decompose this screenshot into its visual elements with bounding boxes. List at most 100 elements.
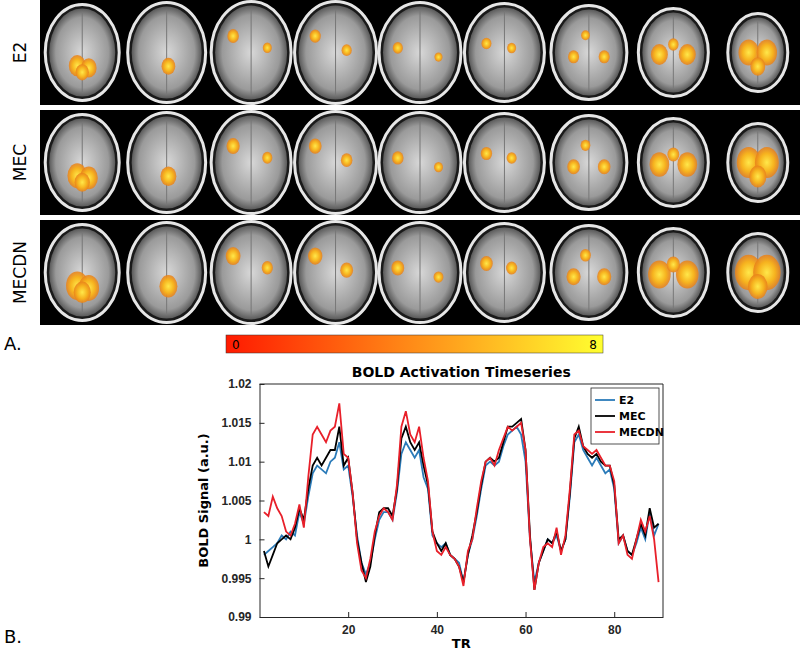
midline bbox=[251, 120, 252, 206]
tick: 1.015 bbox=[221, 416, 264, 430]
midline bbox=[588, 234, 589, 312]
activation-blob bbox=[677, 152, 697, 176]
activation-blob bbox=[507, 43, 516, 53]
tick-label: 1.015 bbox=[221, 416, 251, 430]
tick-label: 1.005 bbox=[221, 494, 251, 508]
midline bbox=[166, 11, 167, 95]
tick: 1.005 bbox=[221, 494, 264, 508]
skull bbox=[295, 222, 377, 324]
tick-label: 1.02 bbox=[228, 377, 252, 391]
brain bbox=[383, 227, 457, 319]
brain bbox=[732, 128, 784, 198]
activation-blob bbox=[599, 50, 610, 63]
axis-line bbox=[260, 617, 664, 618]
skull bbox=[464, 224, 544, 322]
midline bbox=[82, 13, 83, 93]
skull bbox=[638, 9, 708, 97]
brain-slice bbox=[128, 223, 206, 323]
activation-blob bbox=[263, 43, 272, 54]
series-line bbox=[264, 427, 659, 582]
activation-blob bbox=[162, 58, 176, 75]
brain-slice bbox=[728, 124, 788, 202]
brain bbox=[732, 238, 784, 308]
skull bbox=[638, 229, 708, 317]
plot-area bbox=[260, 384, 664, 617]
brain-slice bbox=[638, 9, 708, 97]
tick: 0.995 bbox=[221, 572, 264, 586]
activation-blob bbox=[227, 138, 240, 154]
activation-blob bbox=[566, 268, 580, 285]
brain bbox=[468, 118, 540, 208]
x-axis: 20406080 bbox=[260, 612, 664, 637]
skull bbox=[45, 5, 119, 101]
activation-blob bbox=[160, 166, 176, 186]
brain bbox=[642, 233, 704, 313]
brain bbox=[555, 10, 623, 96]
skull bbox=[45, 115, 119, 211]
tick-mark bbox=[260, 462, 265, 463]
brain-slice bbox=[551, 116, 627, 210]
midline bbox=[420, 231, 421, 315]
activation-blob bbox=[434, 162, 443, 172]
brain-slice bbox=[45, 225, 119, 321]
legend-swatch bbox=[595, 399, 615, 401]
activation-blob bbox=[262, 152, 272, 164]
figure: E2MECMECDNA.08204060800.990.99511.0051.0… bbox=[0, 0, 800, 652]
brain bbox=[132, 7, 202, 99]
tick: 1.01 bbox=[228, 455, 264, 469]
activation-blob bbox=[649, 152, 669, 176]
brain-slice bbox=[464, 4, 544, 102]
activation-blob bbox=[74, 282, 91, 304]
brain bbox=[49, 229, 115, 317]
slice-row-background bbox=[40, 0, 800, 105]
row-label: MECDN bbox=[10, 241, 30, 304]
activation-blob bbox=[507, 152, 517, 164]
brain-slice bbox=[45, 5, 119, 101]
skull bbox=[211, 222, 291, 324]
tick-mark bbox=[526, 612, 527, 617]
tick-label: 40 bbox=[431, 623, 445, 637]
tick: 80 bbox=[608, 612, 622, 637]
midline bbox=[504, 232, 505, 314]
brain bbox=[215, 226, 287, 320]
brain bbox=[299, 226, 373, 320]
skull bbox=[128, 3, 206, 103]
skull bbox=[551, 116, 627, 210]
brain bbox=[642, 13, 704, 93]
legend-label: E2 bbox=[619, 394, 634, 407]
activation-blob bbox=[598, 159, 611, 174]
legend-swatch bbox=[595, 431, 615, 433]
brain-slice bbox=[295, 2, 377, 104]
tick-label: 20 bbox=[342, 623, 356, 637]
activation-blob bbox=[480, 256, 493, 271]
midline bbox=[588, 124, 589, 202]
brain bbox=[132, 227, 202, 319]
skull bbox=[128, 223, 206, 323]
skull bbox=[464, 114, 544, 212]
activation-blob bbox=[651, 44, 668, 65]
x-axis-title: TR bbox=[452, 636, 471, 651]
brain-slice bbox=[379, 113, 461, 213]
brain bbox=[468, 8, 540, 98]
slice-row-background bbox=[40, 220, 800, 325]
brain bbox=[132, 117, 202, 209]
activation-blob bbox=[309, 138, 322, 153]
legend: E2MECMECDN bbox=[591, 388, 664, 444]
tick-mark bbox=[260, 501, 265, 502]
midline bbox=[673, 127, 674, 199]
tick-label: 1 bbox=[245, 533, 252, 547]
activation-blob bbox=[667, 257, 680, 273]
brain-slice bbox=[464, 114, 544, 212]
activation-blob bbox=[342, 44, 352, 56]
tick: 0.99 bbox=[228, 610, 264, 624]
legend-label: MEC bbox=[619, 410, 646, 423]
chart-title: BOLD Activation Timeseries bbox=[352, 364, 571, 380]
midline bbox=[335, 10, 336, 96]
row-label: MEC bbox=[10, 144, 30, 181]
brain-slice bbox=[211, 112, 291, 214]
y-axis-title: BOLD Signal (a.u.) bbox=[196, 433, 211, 567]
plot-frame bbox=[260, 384, 664, 617]
activation-blob bbox=[227, 29, 239, 43]
activation-blob bbox=[506, 262, 517, 275]
midline bbox=[504, 122, 505, 204]
